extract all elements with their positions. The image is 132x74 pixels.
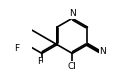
Text: F: F <box>37 57 42 66</box>
Text: Cl: Cl <box>68 62 77 71</box>
Text: N: N <box>69 9 76 18</box>
Text: F: F <box>15 44 20 53</box>
Text: N: N <box>99 47 106 56</box>
